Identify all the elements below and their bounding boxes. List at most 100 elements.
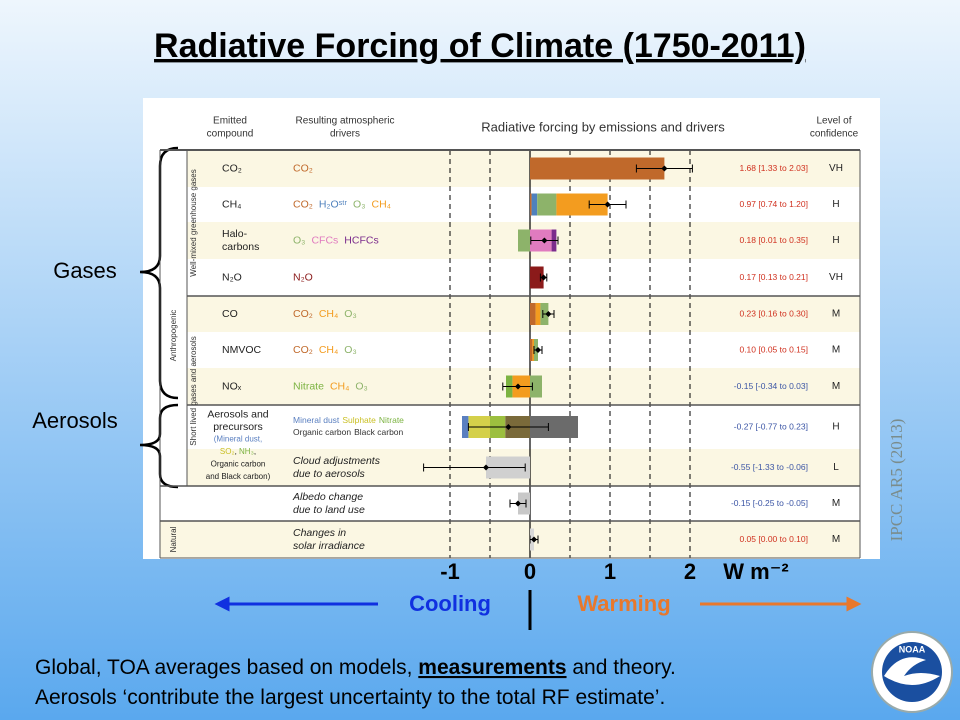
bar-segment bbox=[530, 339, 533, 361]
text-part: NH₃ bbox=[239, 447, 254, 456]
group-label: Short lived gases and aerosols bbox=[189, 336, 198, 445]
warming-label: Warming bbox=[577, 591, 670, 616]
text-part: SO₂ bbox=[220, 447, 235, 456]
text-part: Changes in bbox=[293, 527, 346, 539]
column-header: Emitted bbox=[213, 116, 247, 127]
text-part: O₃ bbox=[344, 344, 356, 356]
cell-text: CO bbox=[222, 308, 238, 320]
gases-brace bbox=[139, 146, 179, 400]
cell-text: CO₂ CH₄ O₃ bbox=[293, 344, 357, 356]
cell-text: N₂O bbox=[222, 271, 242, 283]
cell-text: NMVOC bbox=[222, 344, 262, 356]
text-part: CH₄ bbox=[222, 198, 241, 210]
text-part: Mineral dust bbox=[293, 415, 340, 425]
confidence: M bbox=[832, 345, 840, 356]
bar-segment bbox=[537, 193, 557, 216]
text-part: Organic carbon bbox=[293, 427, 351, 437]
value-label: 0.05 [0.00 to 0.10] bbox=[739, 534, 808, 544]
group-label: Well-mixed greenhouse gases bbox=[189, 169, 198, 276]
text-part: Sulphate bbox=[342, 415, 376, 425]
column-header: compound bbox=[207, 129, 254, 140]
cell-text: due to aerosols bbox=[293, 468, 366, 480]
text-part: CFCs bbox=[311, 234, 338, 246]
cooling-label: Cooling bbox=[409, 591, 491, 616]
source-credit: IPCC AR5 (2013) bbox=[887, 419, 906, 542]
cell-text: carbons bbox=[222, 241, 259, 253]
best-estimate bbox=[604, 201, 611, 208]
value-label: -0.55 [-1.33 to -0.06] bbox=[731, 462, 808, 472]
aerosols-brace bbox=[139, 403, 179, 489]
best-estimate bbox=[515, 500, 521, 507]
cell-text: CO₂ H₂Oˢᵗʳ O₃ CH₄ bbox=[293, 198, 391, 210]
bar-segment bbox=[462, 416, 469, 438]
text-part: N₂O bbox=[293, 271, 313, 283]
row-background bbox=[187, 332, 860, 368]
cell-text: Mineral dust Sulphate Nitrate bbox=[293, 415, 404, 425]
bar-segment bbox=[518, 229, 530, 252]
confidence: VH bbox=[829, 272, 843, 283]
cell-text: CO₂ bbox=[222, 162, 242, 174]
x-tick-label: -1 bbox=[440, 559, 460, 584]
value-label: 0.18 [0.01 to 0.35] bbox=[739, 235, 808, 245]
text-part: O₃ bbox=[355, 380, 367, 392]
text-part: , bbox=[235, 447, 239, 456]
group-label: Natural bbox=[169, 526, 178, 552]
text-part: solar irradiance bbox=[293, 540, 365, 552]
value-label: -0.27 [-0.77 to 0.23] bbox=[734, 421, 808, 431]
cell-text: solar irradiance bbox=[293, 540, 365, 552]
slide-title: Radiative Forcing of Climate (1750-2011) bbox=[154, 27, 806, 65]
x-tick-label: 0 bbox=[524, 559, 536, 584]
row-background bbox=[187, 521, 860, 558]
text-part: , bbox=[254, 447, 256, 456]
text-part: CH₄ bbox=[319, 308, 338, 320]
cell-text: Organic carbon Black carbon bbox=[293, 427, 404, 437]
text-part: N₂O bbox=[222, 271, 242, 283]
confidence: VH bbox=[829, 163, 843, 174]
bar-segment bbox=[530, 416, 578, 438]
error-bar bbox=[423, 463, 526, 472]
confidence: M bbox=[832, 309, 840, 320]
value-label: 0.10 [0.05 to 0.15] bbox=[739, 344, 808, 354]
column-header: Resulting atmospheric bbox=[296, 116, 395, 127]
side-label: Gases bbox=[53, 258, 117, 283]
confidence: L bbox=[833, 462, 839, 473]
logo-bird bbox=[884, 657, 940, 685]
cell-text: O₃ CFCs HCFCs bbox=[293, 234, 379, 246]
column-header: Level of bbox=[816, 116, 851, 127]
cell-text: CO₂ CH₄ O₃ bbox=[293, 308, 357, 320]
bar-segment bbox=[530, 375, 542, 398]
footer: Global, TOA averages based on models, me… bbox=[35, 656, 676, 709]
bar-segment bbox=[532, 339, 534, 361]
confidence: H bbox=[832, 199, 839, 210]
footer-part: Aerosols ‘contribute the largest uncerta… bbox=[35, 686, 665, 709]
side-label: Aerosols bbox=[32, 408, 118, 433]
text-part: O₃ bbox=[293, 234, 305, 246]
text-part: H₂Oˢᵗʳ bbox=[319, 198, 348, 210]
best-estimate bbox=[541, 237, 548, 244]
cell-text: CO₂ bbox=[293, 162, 313, 174]
text-part: HCFCs bbox=[344, 234, 378, 246]
best-estimate bbox=[505, 424, 512, 430]
bar-segment bbox=[530, 157, 665, 180]
text-part: CO₂ bbox=[293, 198, 313, 210]
value-label: 1.68 [1.33 to 2.03] bbox=[739, 163, 808, 173]
text-part: Aerosols and bbox=[207, 408, 268, 420]
value-label: -0.15 [-0.34 to 0.03] bbox=[734, 381, 808, 391]
best-estimate bbox=[661, 165, 668, 172]
bar-segment bbox=[535, 303, 541, 325]
noaa-logo: NOAA bbox=[871, 631, 953, 713]
bar-segment bbox=[530, 303, 536, 325]
bar-segment bbox=[530, 266, 544, 289]
value-label: 0.23 [0.16 to 0.30] bbox=[739, 308, 808, 318]
best-estimate bbox=[531, 536, 537, 543]
text-part: Halo- bbox=[222, 228, 248, 240]
footer-part: Global, TOA averages based on models, bbox=[35, 656, 418, 679]
text-part: CH₄ bbox=[372, 198, 391, 210]
value-label: -0.15 [-0.25 to -0.05] bbox=[731, 498, 808, 508]
text-part: Albedo change bbox=[292, 491, 363, 503]
confidence: M bbox=[832, 381, 840, 392]
cell-text: NOₓ bbox=[222, 380, 242, 392]
forcing-chart: Emitted compound Resulting atmospheric driv… bbox=[159, 116, 861, 559]
footer-line: Aerosols ‘contribute the largest uncerta… bbox=[35, 686, 665, 709]
